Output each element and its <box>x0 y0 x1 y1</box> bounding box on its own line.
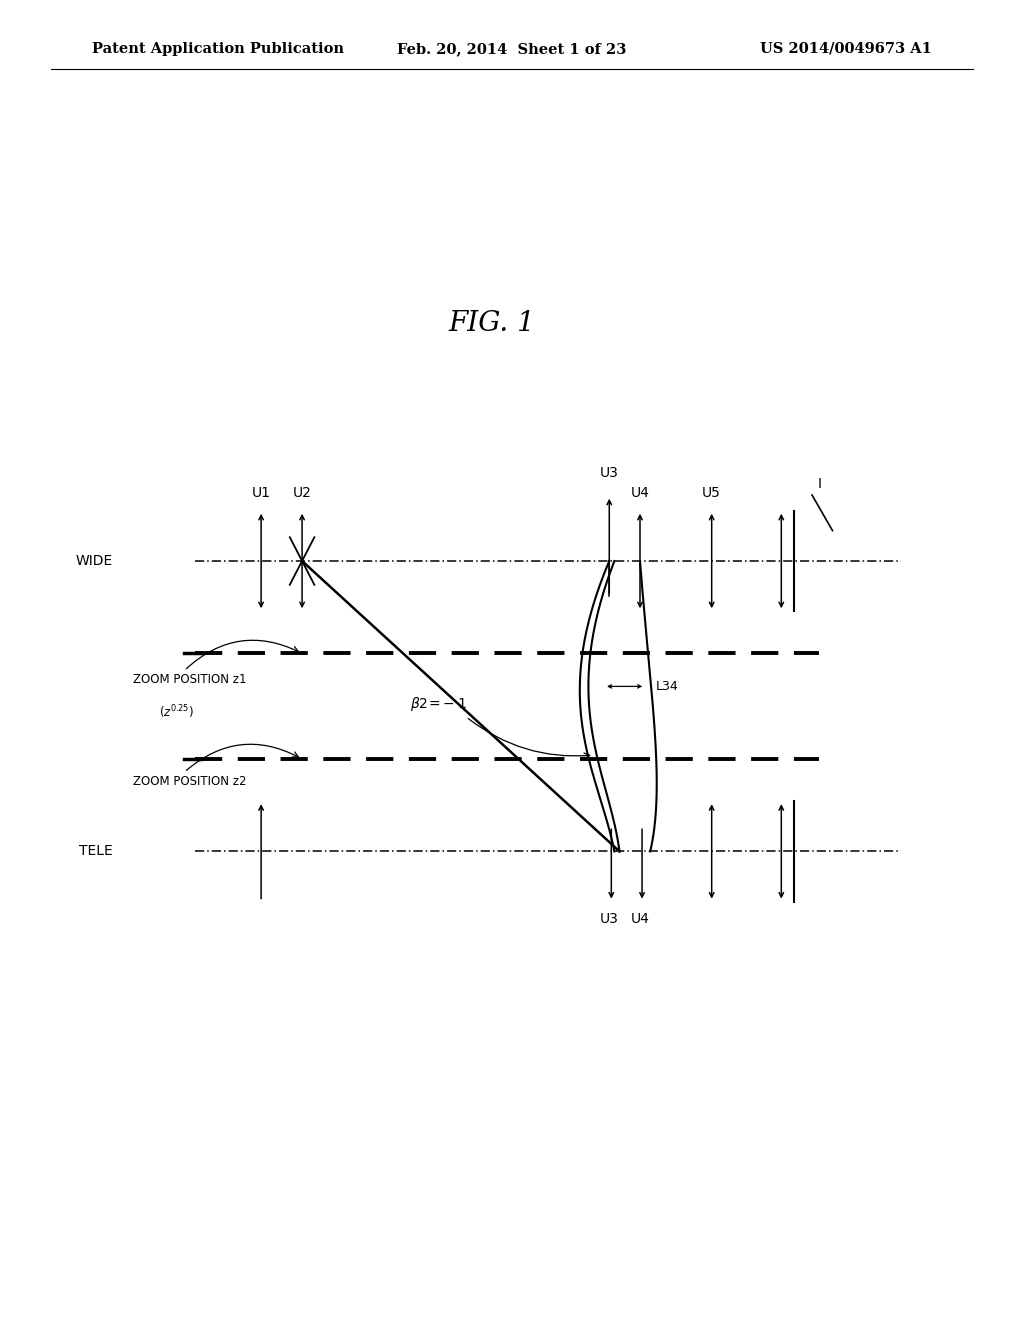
Text: Feb. 20, 2014  Sheet 1 of 23: Feb. 20, 2014 Sheet 1 of 23 <box>397 42 627 55</box>
Text: L34: L34 <box>655 680 678 693</box>
Text: $(z^{0.25})$: $(z^{0.25})$ <box>159 704 194 721</box>
Text: U1: U1 <box>252 486 270 500</box>
Text: U5: U5 <box>702 486 721 500</box>
Text: U2: U2 <box>293 486 311 500</box>
Text: U3: U3 <box>600 466 618 480</box>
Text: ZOOM POSITION z1: ZOOM POSITION z1 <box>133 673 247 686</box>
Text: FIG. 1: FIG. 1 <box>449 310 535 337</box>
Text: U4: U4 <box>631 912 649 927</box>
Text: $\beta 2\!=\!-1$: $\beta 2\!=\!-1$ <box>410 694 467 713</box>
Text: US 2014/0049673 A1: US 2014/0049673 A1 <box>760 42 932 55</box>
Text: U3: U3 <box>600 912 618 927</box>
Text: ZOOM POSITION z2: ZOOM POSITION z2 <box>133 775 247 788</box>
Text: U4: U4 <box>631 486 649 500</box>
Text: Patent Application Publication: Patent Application Publication <box>92 42 344 55</box>
Text: WIDE: WIDE <box>76 554 113 568</box>
Text: I: I <box>817 477 821 491</box>
Text: TELE: TELE <box>79 845 113 858</box>
